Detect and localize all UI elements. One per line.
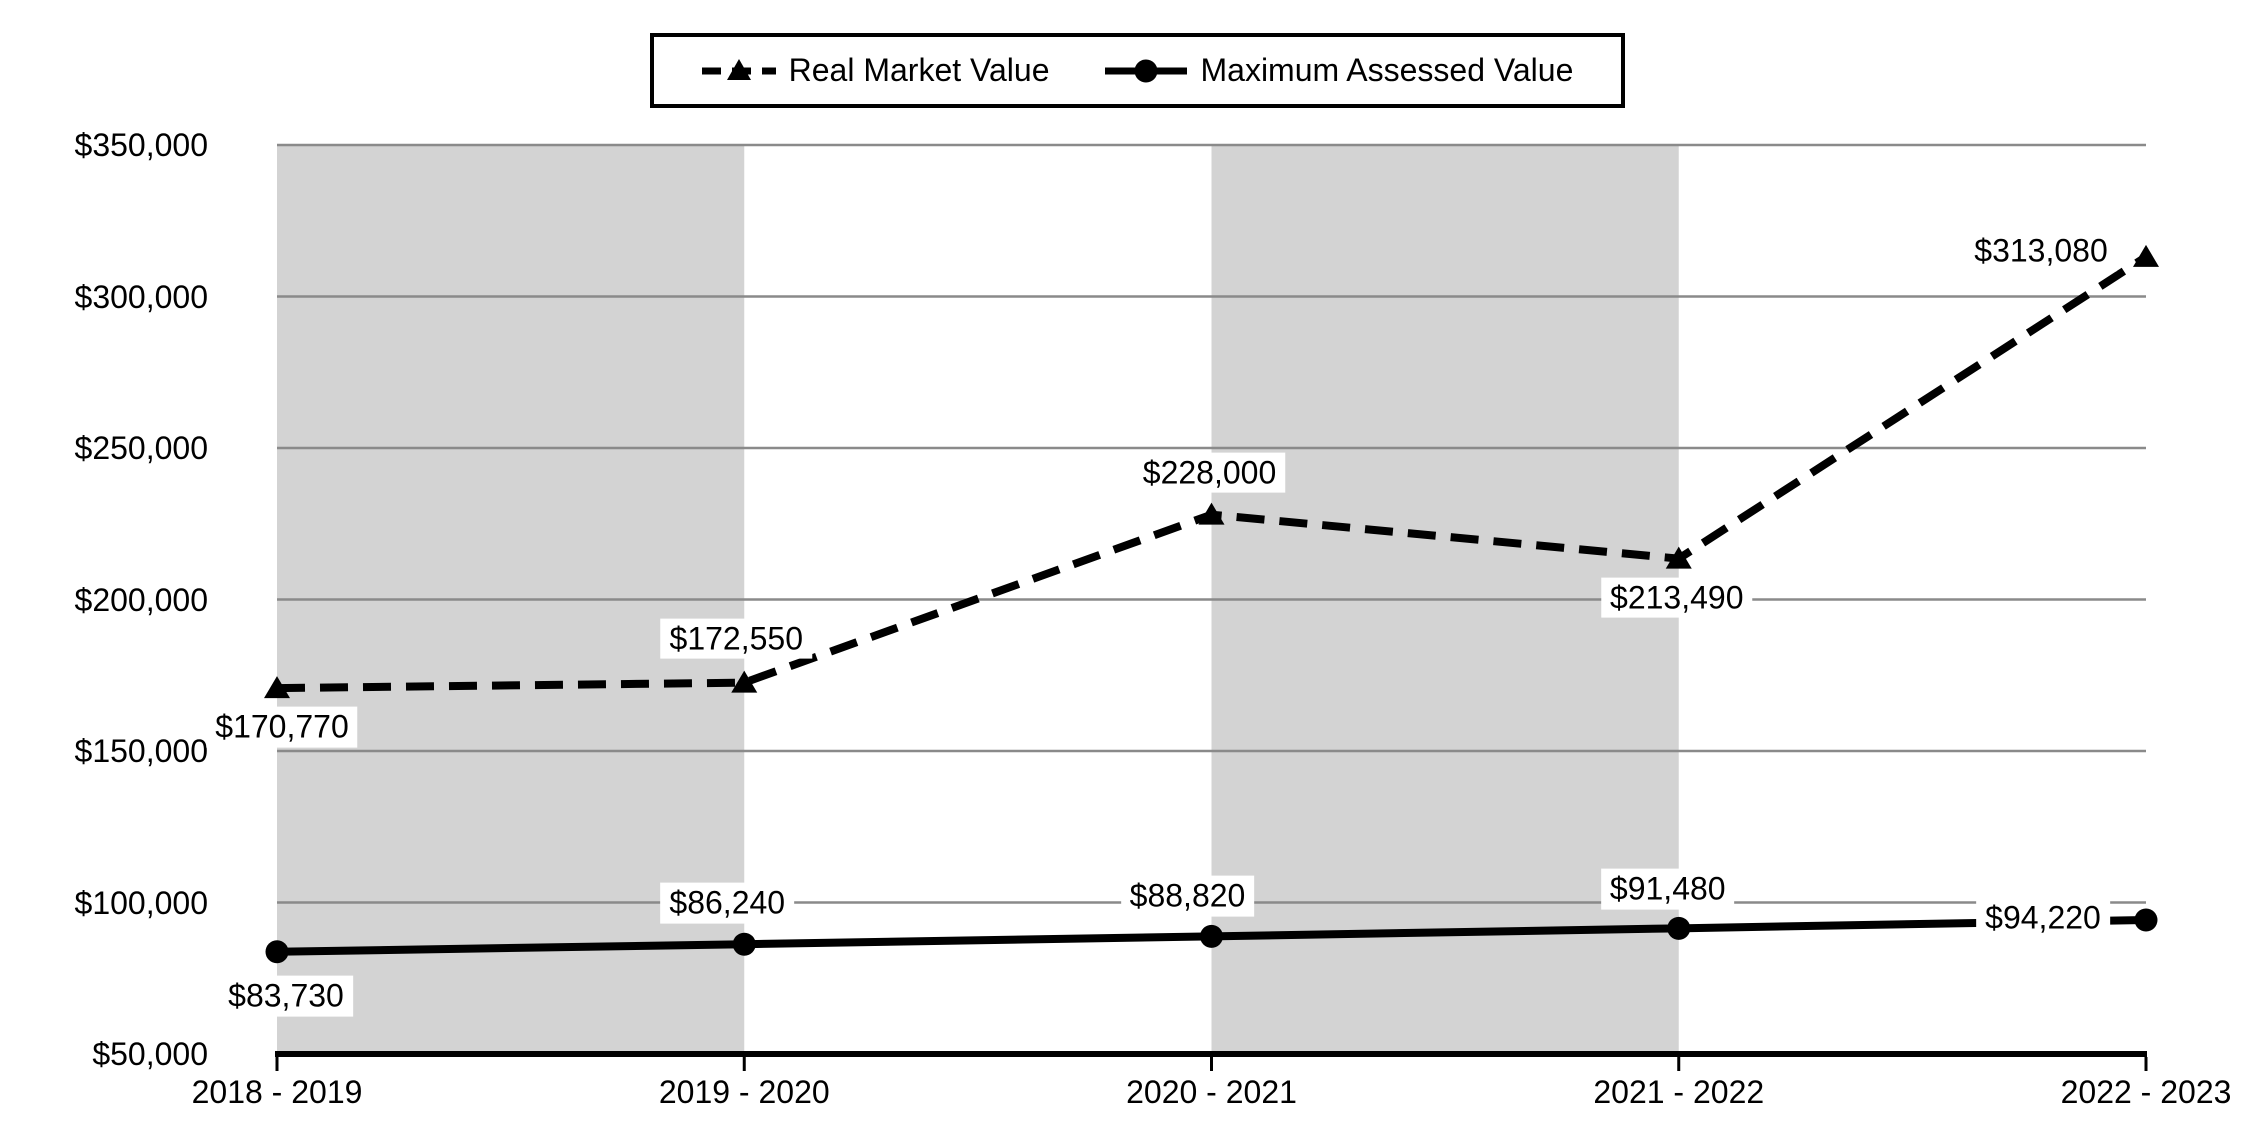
dashed-line-triangle-marker-icon xyxy=(701,58,776,80)
x-axis-category-label: 2020 - 2021 xyxy=(1126,1074,1297,1110)
triangle-marker xyxy=(1665,546,1692,569)
circle-marker xyxy=(265,940,289,964)
x-axis-category-label: 2022 - 2023 xyxy=(2060,1074,2232,1110)
circle-marker xyxy=(1200,924,1223,948)
data-label: $83,730 xyxy=(219,975,353,1017)
x-axis-category-label: 2018 - 2019 xyxy=(191,1074,363,1110)
data-label: $94,220 xyxy=(1976,897,2110,939)
legend-label-maximum-assessed-value: Maximum Assessed Value xyxy=(1200,52,1574,88)
data-label: $86,240 xyxy=(660,882,795,924)
legend-item-maximum-assessed-value: Maximum Assessed Value xyxy=(1105,52,1573,89)
triangle-marker xyxy=(731,670,758,693)
data-label: $91,480 xyxy=(1600,868,1735,910)
data-label: $88,820 xyxy=(1120,875,1255,917)
circle-marker xyxy=(1667,916,1691,940)
y-axis-tick-label: $300,000 xyxy=(74,278,208,315)
triangle-marker xyxy=(264,676,290,699)
legend: Real Market Value Maximum Assessed Value xyxy=(650,33,1625,108)
x-axis-category-label: 2021 - 2022 xyxy=(1593,1074,1765,1110)
solid-line-circle-marker-icon xyxy=(1105,59,1188,82)
y-axis-tick-label: $50,000 xyxy=(92,1036,208,1072)
legend-label-real-market-value: Real Market Value xyxy=(788,52,1050,88)
y-axis-tick-label: $250,000 xyxy=(74,430,208,466)
data-label: $228,000 xyxy=(1133,452,1286,494)
data-label: $172,550 xyxy=(660,618,812,660)
y-axis-tick-label: $100,000 xyxy=(74,884,208,921)
data-label: $170,770 xyxy=(206,706,358,748)
x-axis-category-label: 2019 - 2020 xyxy=(658,1074,830,1110)
data-label: $213,490 xyxy=(1601,577,1753,619)
data-label: $313,080 xyxy=(1965,230,2117,272)
triangle-marker xyxy=(1198,502,1225,525)
circle-marker xyxy=(2134,908,2158,932)
y-axis-tick-label: $150,000 xyxy=(74,733,208,769)
triangle-marker xyxy=(2133,244,2159,267)
legend-item-real-market-value: Real Market Value xyxy=(701,52,1050,89)
y-axis-tick-label: $350,000 xyxy=(74,127,208,163)
y-axis-tick-label: $200,000 xyxy=(74,581,208,618)
circle-marker xyxy=(732,932,756,956)
